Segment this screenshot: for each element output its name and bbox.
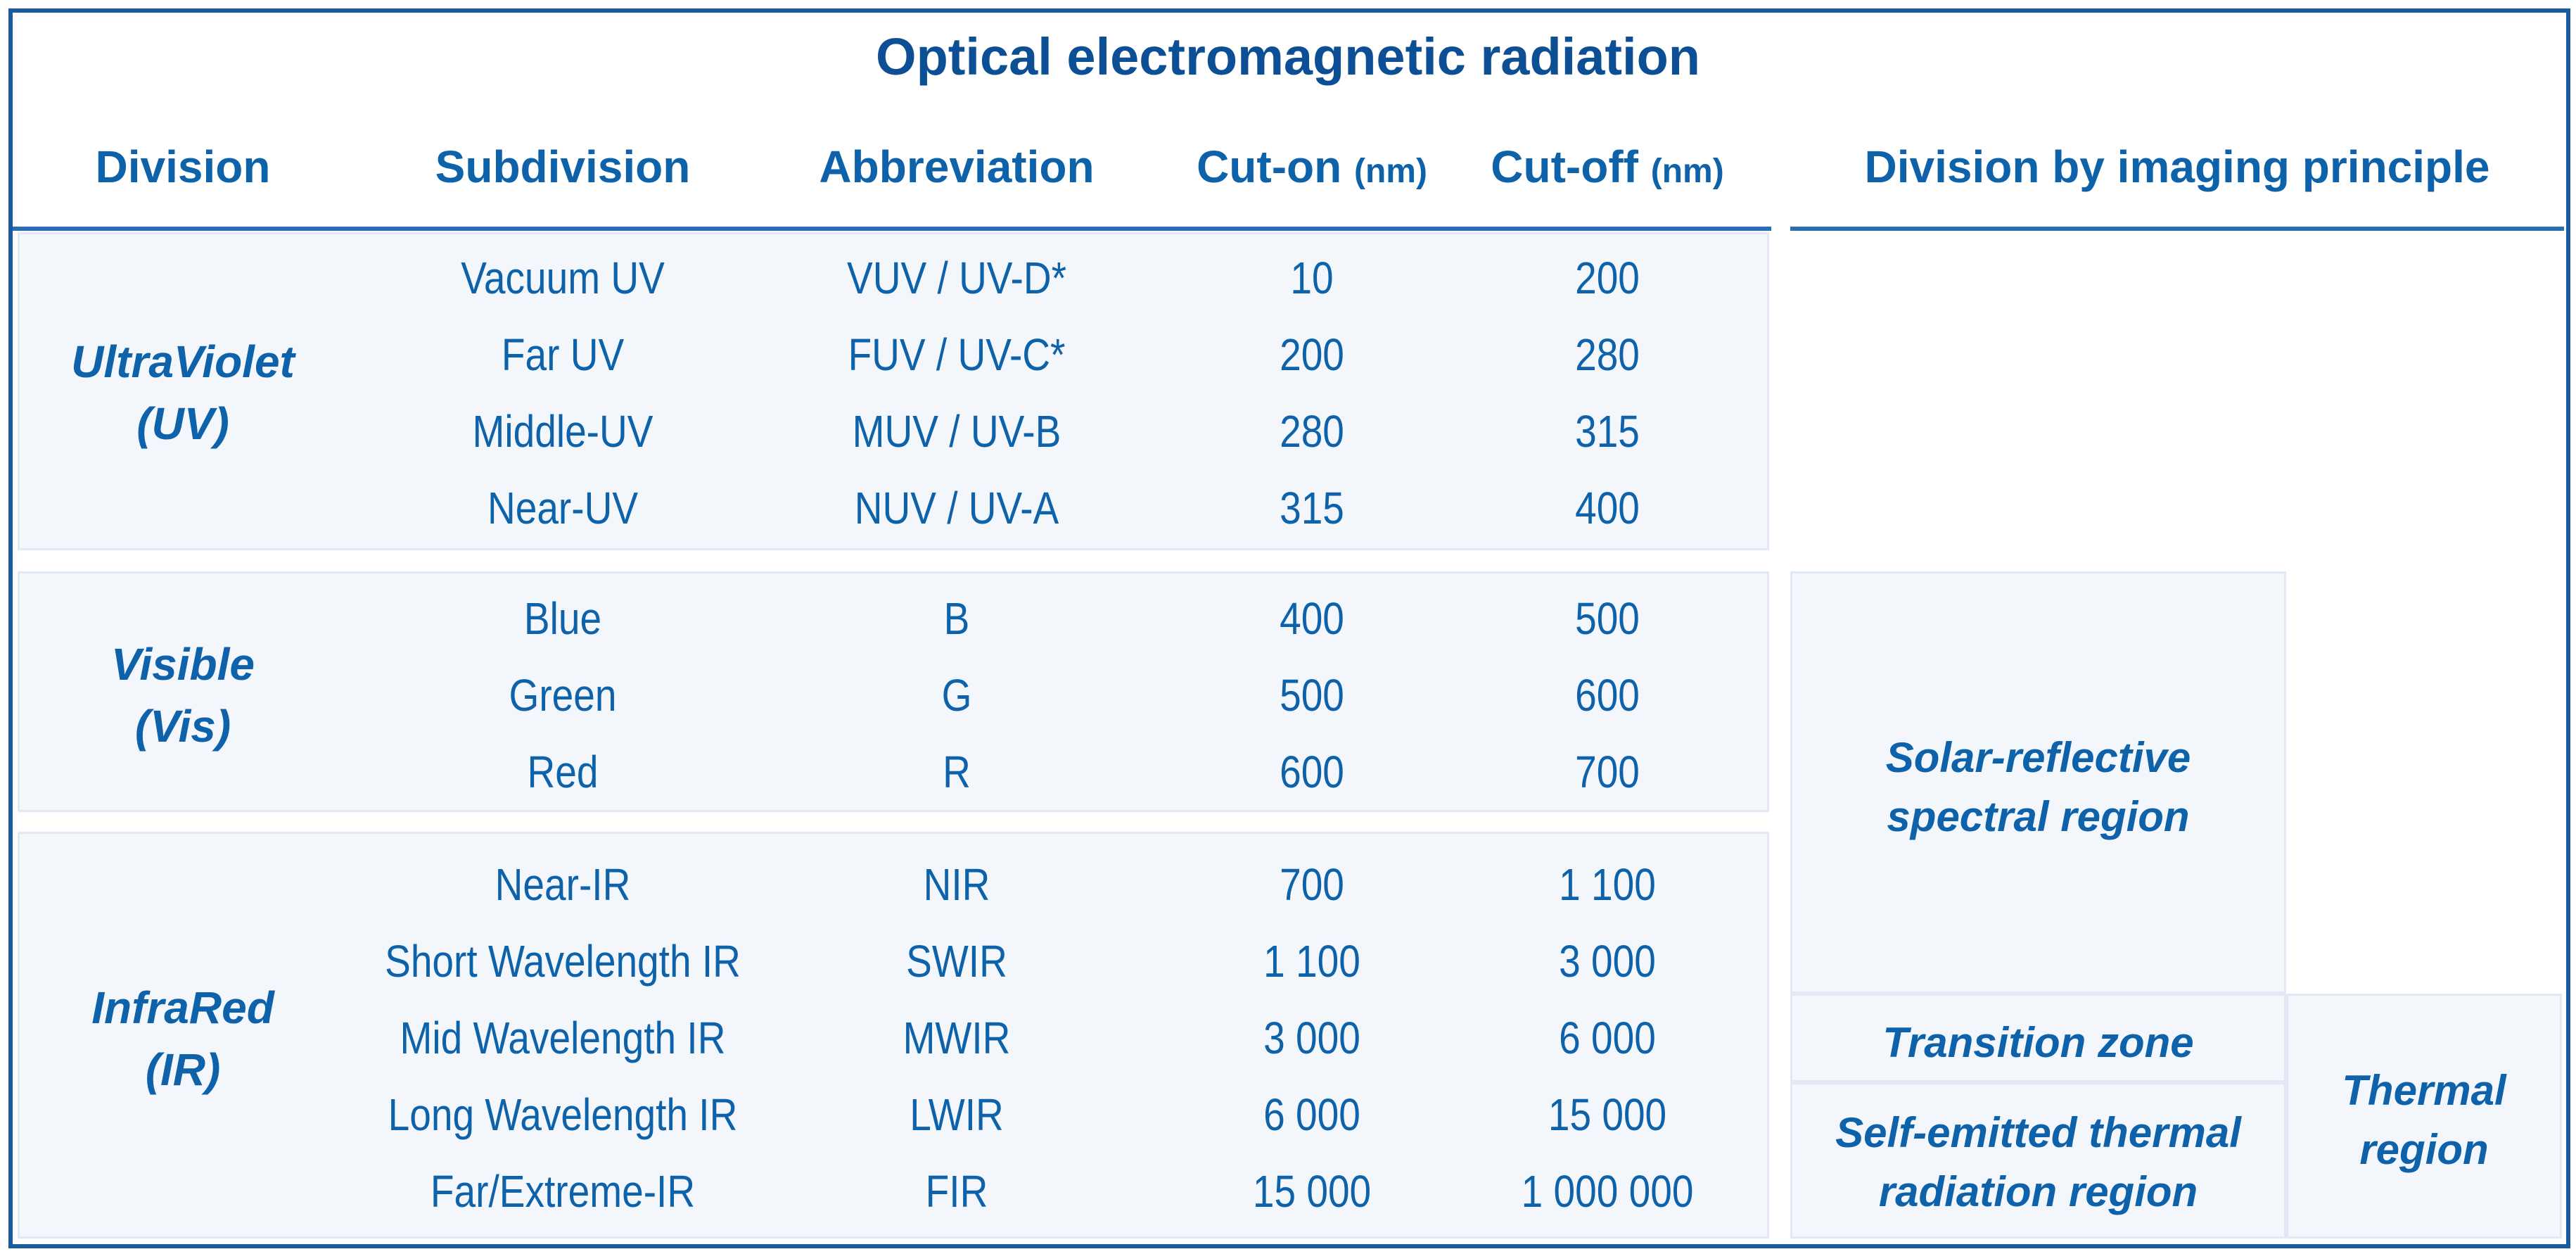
cell-abbreviation: FIR bbox=[925, 1166, 988, 1217]
header-rule-left bbox=[13, 227, 1771, 231]
cell-abbreviation: NUV / UV-A bbox=[854, 483, 1059, 533]
header-division: Division bbox=[95, 141, 271, 192]
thermal-region-label: Thermal region bbox=[2286, 1061, 2562, 1179]
page-title: Optical electromagnetic radiation bbox=[876, 27, 1700, 86]
cell-cut-off: 200 bbox=[1575, 253, 1640, 303]
cell-abbreviation: B bbox=[943, 593, 970, 644]
cell-subdivision: Vacuum UV bbox=[461, 253, 665, 303]
header-cut-off-label: Cut-off bbox=[1491, 141, 1638, 192]
group-ir-label: InfraRed (IR) bbox=[14, 977, 352, 1101]
cell-cut-on: 500 bbox=[1280, 670, 1344, 721]
cell-cut-on: 15 000 bbox=[1252, 1166, 1372, 1217]
self-emitted-box bbox=[1790, 1082, 2286, 1239]
cell-abbreviation: VUV / UV-D* bbox=[847, 253, 1066, 303]
group-uv-abbr: (UV) bbox=[136, 398, 229, 449]
cell-cut-on: 6 000 bbox=[1263, 1089, 1360, 1140]
cell-cut-on: 315 bbox=[1280, 483, 1344, 533]
cell-abbreviation: MUV / UV-B bbox=[852, 406, 1061, 457]
header-imaging: Division by imaging principle bbox=[1864, 141, 2490, 192]
group-visible-abbr: (Vis) bbox=[134, 701, 231, 752]
cell-abbreviation: R bbox=[943, 747, 971, 797]
cell-subdivision: Near-IR bbox=[495, 859, 631, 910]
header-subdivision: Subdivision bbox=[435, 141, 691, 192]
cell-cut-off: 3 000 bbox=[1559, 936, 1656, 987]
cell-subdivision: Red bbox=[527, 747, 599, 797]
group-visible-label: Visible (Vis) bbox=[14, 633, 352, 757]
group-ir-abbr: (IR) bbox=[145, 1044, 221, 1095]
cell-subdivision: Green bbox=[509, 670, 617, 721]
cell-cut-on: 280 bbox=[1280, 406, 1344, 457]
cell-cut-off: 15 000 bbox=[1548, 1089, 1667, 1140]
solar-reflective-box bbox=[1790, 571, 2286, 994]
group-uv-label: UltraViolet (UV) bbox=[14, 331, 352, 455]
thermal-region-line1: Thermal bbox=[2342, 1067, 2506, 1114]
header-cut-off-unit: (nm) bbox=[1650, 153, 1724, 190]
transition-zone-box bbox=[1790, 994, 2286, 1082]
header-cut-on: Cut-on (nm) bbox=[1140, 141, 1484, 193]
cell-cut-off: 400 bbox=[1575, 483, 1640, 533]
cell-abbreviation: LWIR bbox=[910, 1089, 1004, 1140]
header-abbreviation: Abbreviation bbox=[819, 141, 1095, 192]
thermal-region-box bbox=[2286, 994, 2562, 1239]
cell-cut-on: 700 bbox=[1280, 859, 1344, 910]
group-visible-name: Visible bbox=[111, 639, 255, 690]
cell-cut-on: 3 000 bbox=[1263, 1013, 1360, 1063]
solar-reflective-label: Solar-reflective spectral region bbox=[1790, 728, 2286, 847]
uv-band bbox=[18, 232, 1769, 550]
cell-cut-on: 10 bbox=[1290, 253, 1334, 303]
transition-zone-label: Transition zone bbox=[1882, 1019, 2194, 1066]
cell-abbreviation: MWIR bbox=[903, 1013, 1011, 1063]
cell-subdivision: Mid Wavelength IR bbox=[400, 1013, 726, 1063]
cell-cut-off: 600 bbox=[1575, 670, 1640, 721]
cell-cut-off: 315 bbox=[1575, 406, 1640, 457]
solar-reflective-line2: spectral region bbox=[1887, 793, 2190, 840]
group-ir-name: InfraRed bbox=[91, 982, 274, 1033]
cell-cut-on: 1 100 bbox=[1263, 936, 1360, 987]
visible-band bbox=[18, 571, 1769, 812]
self-emitted-label: Self-emitted thermal radiation region bbox=[1790, 1103, 2286, 1222]
thermal-region-line2: region bbox=[2359, 1126, 2489, 1173]
cell-cut-off: 700 bbox=[1575, 747, 1640, 797]
cell-cut-off: 280 bbox=[1575, 329, 1640, 380]
cell-cut-off: 1 000 000 bbox=[1521, 1166, 1694, 1217]
cell-subdivision: Short Wavelength IR bbox=[385, 936, 741, 987]
cell-cut-on: 200 bbox=[1280, 329, 1344, 380]
cell-cut-on: 600 bbox=[1280, 747, 1344, 797]
header-cut-on-unit: (nm) bbox=[1353, 153, 1427, 190]
cell-subdivision: Long Wavelength IR bbox=[388, 1089, 738, 1140]
header-rule-right bbox=[1790, 227, 2564, 231]
self-emitted-line1: Self-emitted thermal bbox=[1835, 1109, 2241, 1156]
cell-subdivision: Far UV bbox=[501, 329, 625, 380]
cell-cut-on: 400 bbox=[1280, 593, 1344, 644]
cell-subdivision: Far/Extreme-IR bbox=[430, 1166, 696, 1217]
cell-subdivision: Near-UV bbox=[487, 483, 639, 533]
cell-abbreviation: NIR bbox=[923, 859, 990, 910]
cell-cut-off: 1 100 bbox=[1559, 859, 1656, 910]
self-emitted-line2: radiation region bbox=[1878, 1168, 2198, 1215]
header-cut-off: Cut-off (nm) bbox=[1435, 141, 1780, 193]
solar-reflective-line1: Solar-reflective bbox=[1885, 734, 2191, 781]
cell-cut-off: 6 000 bbox=[1559, 1013, 1656, 1063]
cell-abbreviation: FUV / UV-C* bbox=[848, 329, 1066, 380]
header-cut-on-label: Cut-on bbox=[1197, 141, 1342, 192]
cell-cut-off: 500 bbox=[1575, 593, 1640, 644]
cell-subdivision: Middle-UV bbox=[472, 406, 653, 457]
cell-abbreviation: SWIR bbox=[906, 936, 1007, 987]
group-uv-name: UltraViolet bbox=[71, 336, 295, 387]
cell-abbreviation: G bbox=[941, 670, 972, 721]
ir-band bbox=[18, 832, 1769, 1239]
cell-subdivision: Blue bbox=[523, 593, 602, 644]
